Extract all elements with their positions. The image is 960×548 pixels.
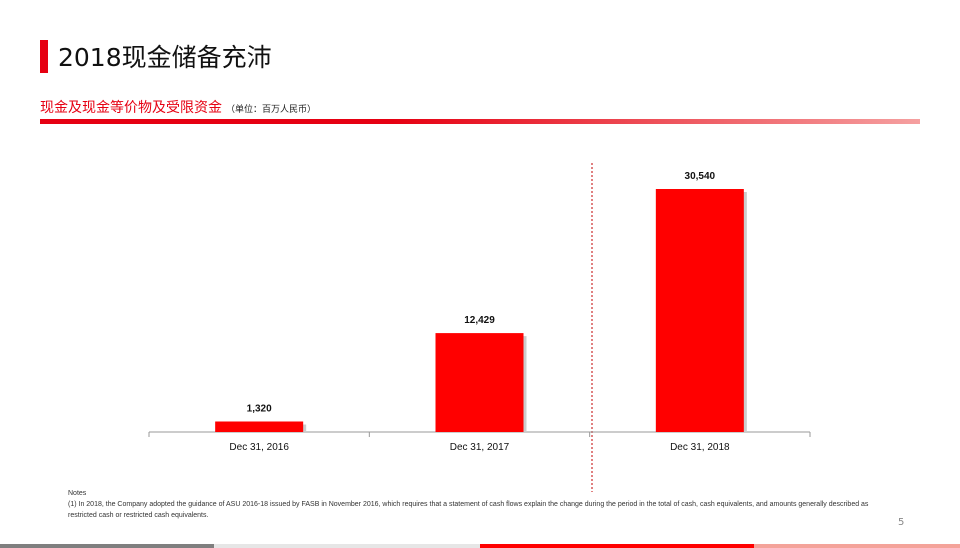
data-label: 1,320 xyxy=(247,403,272,414)
page-number: 5 xyxy=(898,517,905,528)
footer-bar-light xyxy=(214,544,480,548)
data-label: 30,540 xyxy=(685,171,716,182)
x-tick-label: Dec 31, 2016 xyxy=(229,442,289,453)
footer-bar-pink xyxy=(754,544,960,548)
bar xyxy=(655,189,744,432)
bar xyxy=(435,333,524,432)
notes: Notes (1) In 2018, the Company adopted t… xyxy=(68,488,888,521)
x-tick-label: Dec 31, 2017 xyxy=(450,442,510,453)
data-label: 12,429 xyxy=(464,315,495,326)
footer-bar-red xyxy=(480,544,754,548)
footer-bar-gray xyxy=(0,544,214,548)
notes-text: (1) In 2018, the Company adopted the gui… xyxy=(68,501,869,519)
subtitle-rule xyxy=(40,119,920,124)
bar xyxy=(215,421,304,432)
subtitle-text: 现金及现金等价物及受限资金 xyxy=(40,100,222,116)
title-accent-bar xyxy=(40,40,48,73)
chart-subtitle: 现金及现金等价物及受限资金 （单位：百万人民币） xyxy=(40,97,316,117)
notes-heading: Notes xyxy=(68,490,87,497)
x-tick-label: Dec 31, 2018 xyxy=(670,442,730,453)
unit-label: （单位：百万人民币） xyxy=(226,105,317,115)
page-title: 2018现金储备充沛 xyxy=(58,43,272,72)
